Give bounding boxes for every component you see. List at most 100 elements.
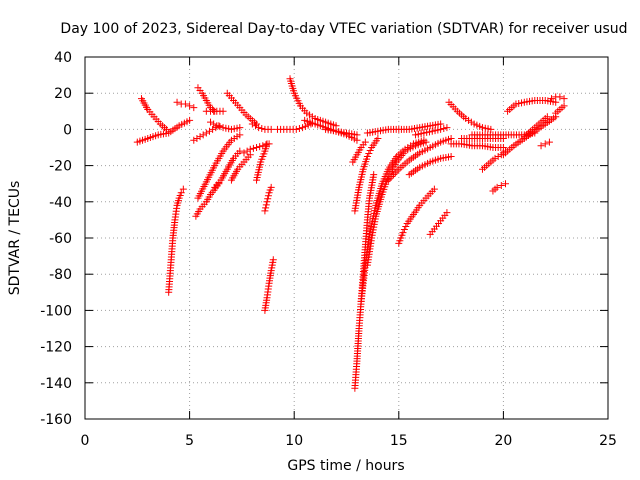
data-point [447, 153, 455, 161]
y-tick-label: -140 [40, 376, 72, 392]
track-point [390, 171, 398, 179]
data-point [267, 183, 275, 191]
track-point [440, 124, 448, 132]
chart-title: Day 100 of 2023, Sidereal Day-to-day VTE… [60, 21, 627, 37]
y-tick-label: -120 [40, 340, 72, 356]
data-point [443, 124, 451, 132]
track-point [391, 169, 399, 177]
x-tick-label: 5 [185, 433, 194, 449]
data-point [236, 147, 244, 155]
track-point [386, 174, 394, 182]
data-point [361, 138, 369, 146]
track-point [402, 223, 410, 231]
data-point [179, 185, 187, 193]
plot-frame [84, 56, 609, 420]
track-point [249, 144, 257, 152]
y-tick-label: 40 [54, 50, 72, 66]
data-point [443, 209, 451, 217]
data-point [541, 140, 549, 148]
track-point [494, 153, 502, 161]
data-point [196, 133, 204, 141]
data-point [537, 142, 545, 150]
data-point [493, 183, 501, 191]
data-point [181, 100, 189, 108]
data-point [430, 185, 438, 193]
track-point [388, 172, 396, 180]
data-point [202, 129, 210, 137]
data-point [399, 229, 407, 237]
track-point [212, 124, 220, 132]
data-point [491, 154, 499, 162]
track-point [400, 226, 408, 234]
data-point [261, 207, 269, 215]
data-point [374, 134, 382, 142]
data-point [487, 125, 495, 133]
track-point [216, 123, 224, 131]
data-point [255, 124, 263, 132]
y-axis-label: SDTVAR / TECUs [7, 181, 23, 296]
data-point [213, 122, 221, 130]
data-point [236, 124, 244, 132]
track-point [251, 122, 259, 130]
data-point [219, 107, 227, 115]
y-tick-label: -160 [40, 412, 72, 428]
track-point [243, 147, 251, 155]
data-point [292, 125, 300, 133]
data-point [190, 104, 198, 112]
y-tick-label: -60 [49, 231, 72, 247]
track-point [210, 120, 218, 128]
data-point [501, 180, 509, 188]
data-point [560, 102, 568, 110]
data-point [545, 138, 553, 146]
data-point [548, 95, 556, 103]
track-point [256, 143, 264, 151]
track-point [193, 134, 201, 142]
data-point [190, 136, 198, 144]
data-markers [133, 75, 568, 392]
track-point [393, 167, 401, 175]
data-point [246, 145, 254, 153]
data-point [163, 125, 171, 133]
y-tick-label: -80 [49, 267, 72, 283]
x-tick-label: 25 [599, 433, 617, 449]
data-point [422, 138, 430, 146]
data-point [209, 125, 217, 133]
x-tick-label: 10 [285, 433, 303, 449]
track-point [205, 127, 213, 135]
x-axis-label: GPS time / hours [287, 458, 404, 474]
data-point [177, 189, 185, 197]
data-point [353, 131, 361, 139]
data-point [253, 144, 261, 151]
data-point [240, 149, 248, 157]
data-point [269, 256, 277, 264]
data-point [384, 176, 392, 184]
data-point [248, 120, 256, 128]
data-point [263, 198, 271, 206]
y-tick-label: 0 [63, 122, 72, 138]
data-point [186, 116, 194, 124]
x-tick-label: 0 [81, 433, 90, 449]
data-point [437, 125, 445, 133]
x-tick-label: 15 [390, 433, 408, 449]
ticks: -160 -140 -120 -100 -80 -60 -40 -20 0 20 40 0 5 10 15 2… [40, 50, 617, 449]
track-point [366, 147, 374, 155]
data-point [236, 131, 244, 139]
track-point [264, 195, 272, 203]
track-point [262, 204, 270, 212]
data-point [497, 182, 505, 190]
grid [85, 57, 608, 419]
track-point [264, 192, 272, 200]
track-point [365, 150, 373, 158]
data-point [543, 113, 551, 121]
data-point [263, 140, 271, 148]
track-point [199, 131, 207, 139]
data-point [560, 95, 568, 103]
y-tick-label: -20 [49, 159, 72, 175]
track-point [258, 124, 266, 132]
data-point [207, 118, 215, 126]
track-point [262, 201, 270, 209]
data-point [267, 125, 275, 133]
y-tick-label: -100 [40, 303, 72, 319]
data-point [363, 153, 371, 161]
